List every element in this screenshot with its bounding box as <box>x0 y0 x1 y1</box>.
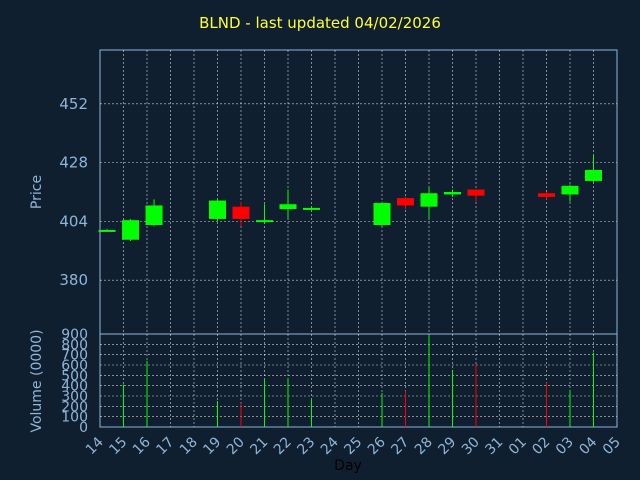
x-tick-label: 19 <box>200 434 224 458</box>
x-tick-label: 31 <box>482 434 506 458</box>
x-tick-label: 29 <box>435 434 459 458</box>
candle-body-up <box>145 205 163 226</box>
x-tick-label: 01 <box>506 434 530 458</box>
x-tick-label: 24 <box>318 434 342 458</box>
volume-tick-label: 700 <box>61 348 88 364</box>
x-tick-label: 18 <box>177 434 201 458</box>
x-tick-label: 05 <box>600 434 624 458</box>
candle-body-up <box>209 200 226 219</box>
x-tick-label: 14 <box>83 434 107 458</box>
volume-tick-label: 0 <box>79 420 88 436</box>
price-tick-label: 428 <box>59 154 88 172</box>
x-tick-label: 30 <box>459 434 483 458</box>
candle-body-up <box>373 203 391 226</box>
x-tick-label: 26 <box>365 434 389 458</box>
volume-tick-label: 500 <box>61 368 88 384</box>
x-tick-label: 20 <box>224 434 248 458</box>
x-tick-label: 21 <box>247 434 271 458</box>
price-tick-label: 452 <box>59 95 88 113</box>
candle-body-down <box>538 193 555 197</box>
x-tick-label: 28 <box>412 434 436 458</box>
x-axis-label: Day <box>334 458 362 474</box>
volume-tick-label: 400 <box>61 379 88 395</box>
candle-body-up <box>585 169 602 181</box>
candle-body-up <box>98 229 116 232</box>
x-tick-label: 02 <box>529 434 553 458</box>
candle-body-up <box>279 204 297 210</box>
candle-body-down <box>397 198 414 206</box>
volume-tick-label: 800 <box>61 337 88 353</box>
price-tick-label: 404 <box>59 212 88 230</box>
volume-tick-label: 200 <box>61 399 88 415</box>
volume-tick-label: 600 <box>61 358 88 374</box>
volume-tick-label: 300 <box>61 389 88 405</box>
x-tick-label: 15 <box>106 434 130 458</box>
x-tick-label: 03 <box>553 434 577 458</box>
x-tick-label: 25 <box>341 434 365 458</box>
volume-axis-label: Volume (0000) <box>29 329 45 433</box>
chart-title: BLND - last updated 04/02/2026 <box>199 14 441 32</box>
candle-body-down <box>467 189 485 196</box>
candle-body-up <box>303 207 320 210</box>
candle-body-up <box>256 220 273 223</box>
candle-body-up <box>420 193 438 207</box>
candle-body-up <box>444 192 461 195</box>
candle-body-up <box>561 185 579 195</box>
price-tick-label: 380 <box>59 271 88 289</box>
x-tick-label: 22 <box>271 434 295 458</box>
x-tick-label: 23 <box>294 434 318 458</box>
volume-tick-label: 900 <box>61 327 88 343</box>
volume-tick-label: 100 <box>61 410 88 426</box>
price-axis-label: Price <box>29 174 45 210</box>
x-tick-label: 17 <box>153 434 177 458</box>
x-tick-label: 27 <box>388 434 412 458</box>
candle-body-down <box>232 206 250 219</box>
x-tick-label: 04 <box>576 434 600 458</box>
x-tick-label: 16 <box>130 434 154 458</box>
candle-body-up <box>122 220 140 240</box>
